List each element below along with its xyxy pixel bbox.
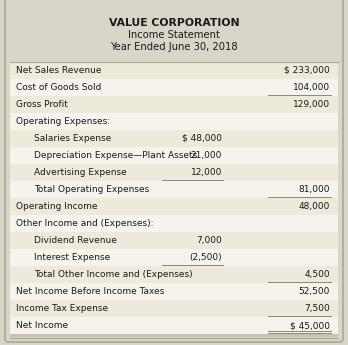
Text: 7,000: 7,000	[196, 236, 222, 245]
Text: 12,000: 12,000	[191, 168, 222, 177]
Text: Depreciation Expense—Plant Assets: Depreciation Expense—Plant Assets	[34, 151, 197, 160]
Text: 52,500: 52,500	[299, 287, 330, 296]
Text: Dividend Revenue: Dividend Revenue	[34, 236, 117, 245]
Text: VALUE CORPORATION: VALUE CORPORATION	[109, 18, 239, 28]
Text: Advertising Expense: Advertising Expense	[34, 168, 127, 177]
Text: 7,500: 7,500	[304, 304, 330, 313]
Bar	[10, 198, 338, 215]
Bar	[10, 181, 338, 198]
Text: Operating Expenses:: Operating Expenses:	[16, 117, 110, 126]
Text: Year Ended June 30, 2018: Year Ended June 30, 2018	[110, 42, 238, 52]
Text: $ 48,000: $ 48,000	[182, 134, 222, 143]
Text: Income Tax Expense: Income Tax Expense	[16, 304, 108, 313]
Bar	[10, 130, 338, 147]
Text: 104,000: 104,000	[293, 83, 330, 92]
Bar	[10, 79, 338, 96]
Bar	[10, 266, 338, 283]
Text: Operating Income: Operating Income	[16, 202, 97, 211]
Text: Net Income: Net Income	[16, 321, 68, 330]
Text: Net Sales Revenue: Net Sales Revenue	[16, 66, 102, 75]
Text: Income Statement: Income Statement	[128, 30, 220, 40]
Text: Total Other Income and (Expenses): Total Other Income and (Expenses)	[34, 270, 193, 279]
Bar	[10, 232, 338, 249]
Bar	[10, 147, 338, 164]
Bar	[10, 283, 338, 337]
Text: 21,000: 21,000	[191, 151, 222, 160]
Text: Interest Expense: Interest Expense	[34, 253, 110, 262]
Text: $ 45,000: $ 45,000	[290, 321, 330, 330]
Bar	[10, 283, 338, 300]
Text: Cost of Goods Sold: Cost of Goods Sold	[16, 83, 101, 92]
Bar	[10, 317, 338, 334]
Text: 4,500: 4,500	[304, 270, 330, 279]
Text: 81,000: 81,000	[299, 185, 330, 194]
Bar	[10, 215, 338, 232]
Text: Salaries Expense: Salaries Expense	[34, 134, 111, 143]
Bar	[10, 113, 338, 130]
Text: Total Operating Expenses: Total Operating Expenses	[34, 185, 149, 194]
Text: 129,000: 129,000	[293, 100, 330, 109]
Text: Gross Profit: Gross Profit	[16, 100, 68, 109]
Bar	[10, 164, 338, 181]
Text: 48,000: 48,000	[299, 202, 330, 211]
Text: Other Income and (Expenses):: Other Income and (Expenses):	[16, 219, 153, 228]
Text: Net Income Before Income Taxes: Net Income Before Income Taxes	[16, 287, 164, 296]
Bar	[10, 96, 338, 113]
Bar	[10, 62, 338, 79]
FancyBboxPatch shape	[5, 0, 343, 342]
Bar	[10, 300, 338, 317]
Text: $ 233,000: $ 233,000	[284, 66, 330, 75]
Text: (2,500): (2,500)	[189, 253, 222, 262]
Bar	[10, 249, 338, 266]
